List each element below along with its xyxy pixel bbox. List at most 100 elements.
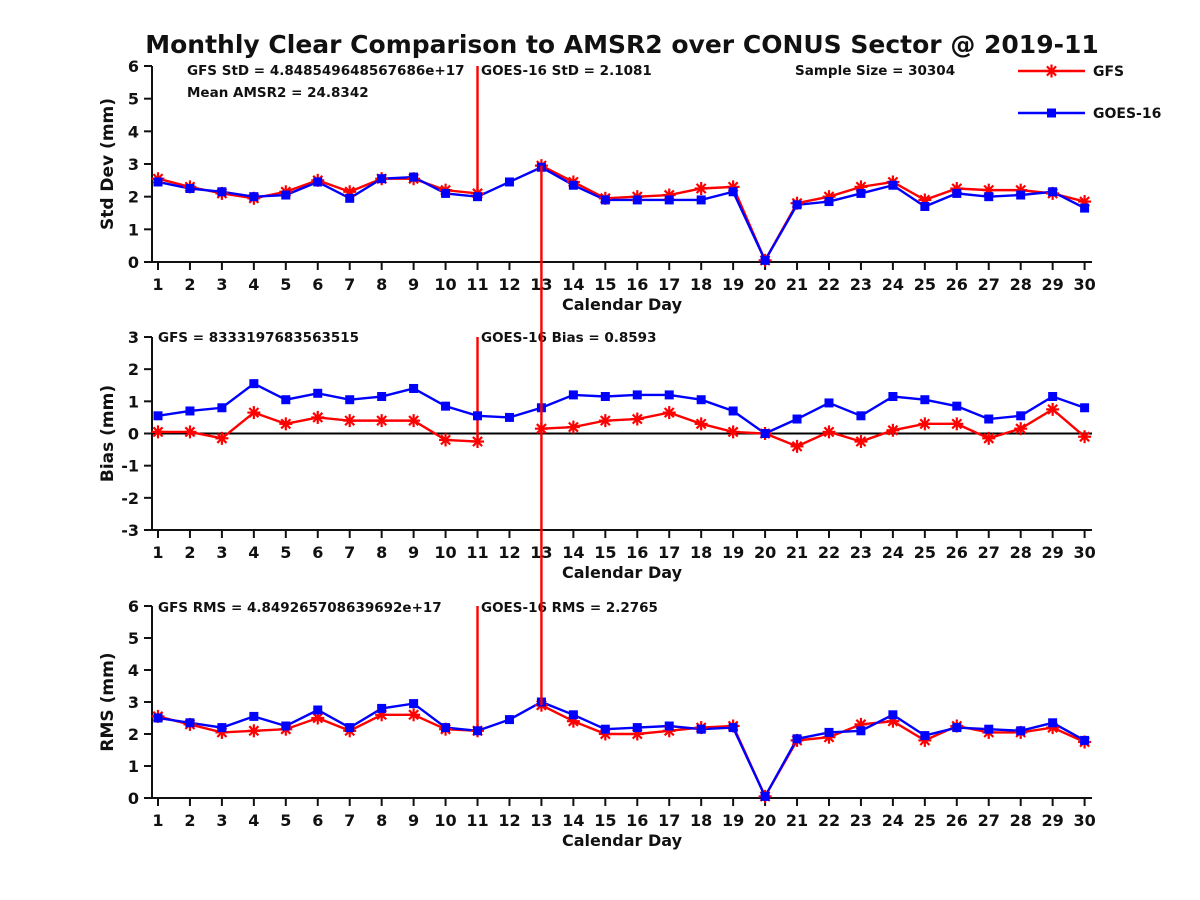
x-tick-label: 20	[754, 811, 776, 830]
x-tick-label: 27	[978, 275, 1000, 294]
gfs-marker-asterisk	[183, 425, 197, 439]
spoke	[695, 418, 707, 430]
x-tick-label: 15	[594, 543, 616, 562]
spoke	[376, 415, 388, 427]
x-tick-label: 10	[434, 275, 456, 294]
goes-16-marker-square	[792, 734, 802, 744]
spoke	[695, 183, 707, 194]
series-gfs-markers	[151, 402, 1092, 453]
goes-16-marker-square	[728, 723, 738, 733]
goes-16-marker-square	[153, 411, 163, 421]
spoke	[567, 421, 579, 433]
x-axis-label: Calendar Day	[562, 563, 683, 582]
goes-16-marker-square	[1048, 718, 1058, 728]
annotations: GFS RMS = 4.849265708639692e+17 GOES-16 R…	[158, 600, 658, 616]
spoke	[1015, 423, 1027, 435]
annotation: GOES-16 RMS = 2.2765	[481, 600, 658, 616]
series-gfs-markers	[151, 698, 1092, 803]
spoke	[408, 709, 419, 721]
spoke	[983, 432, 995, 444]
y-tick-label: -3	[121, 521, 139, 540]
y-tick-label: 3	[128, 328, 139, 347]
series-gfs-line	[158, 407, 1086, 448]
goes-16-marker-square	[504, 177, 514, 187]
goes-16-marker-square	[952, 723, 962, 733]
y-tick-label: 4	[128, 122, 139, 141]
x-tick-label: 23	[850, 811, 872, 830]
x-tick-label: 1	[152, 811, 163, 830]
x-tick-label: 11	[466, 543, 488, 562]
spoke	[1047, 403, 1059, 415]
goes-16-marker-square	[792, 414, 802, 424]
annotations: GFS = 8333197683563515 GOES-16 Bias = 0.8…	[158, 330, 656, 346]
series-goes-16-line	[157, 700, 1086, 800]
x-tick-label: 29	[1042, 811, 1064, 830]
x-tick-label: 23	[850, 543, 872, 562]
x-tick-label: 15	[594, 275, 616, 294]
gfs-marker-asterisk	[566, 420, 580, 434]
gfs-marker-asterisk	[311, 711, 325, 725]
y-tick-label: 2	[128, 188, 139, 207]
gfs-marker-asterisk	[1078, 430, 1092, 444]
spoke	[1046, 65, 1057, 77]
x-tick-label: 24	[882, 275, 904, 294]
x-tick-label: 9	[408, 811, 419, 830]
spoke	[280, 418, 292, 430]
x-tick-label: 11	[466, 275, 488, 294]
x-tick-label: 16	[626, 275, 648, 294]
y-tick-label: -1	[121, 457, 139, 476]
goes-16-marker-square	[377, 392, 387, 402]
gfs-marker-asterisk	[407, 414, 421, 428]
x-tick-label: 18	[690, 543, 712, 562]
x-tick-label: 12	[498, 543, 520, 562]
goes-16-marker-square	[185, 406, 195, 416]
x-tick-label: 16	[626, 811, 648, 830]
x-tick-label: 4	[248, 275, 259, 294]
spoke	[312, 412, 324, 423]
goes-16-marker-square	[568, 390, 578, 400]
goes-16-marker-square	[920, 395, 930, 405]
gfs-marker-asterisk	[886, 423, 900, 437]
series-gfs-line	[157, 164, 1085, 264]
spoke	[951, 418, 963, 430]
x-tick-label: 7	[344, 275, 355, 294]
y-tick-label: 3	[128, 155, 139, 174]
x-tick-label: 9	[408, 275, 419, 294]
goes-16-marker-square	[984, 414, 994, 424]
goes-16-marker-square	[568, 710, 578, 720]
spoke	[631, 413, 643, 425]
gfs-marker-asterisk	[439, 433, 453, 447]
goes-16-marker-square	[249, 379, 259, 389]
gfs-marker-asterisk	[982, 431, 996, 445]
y-axis: 0 1 2 3 4 5 6 RMS (mm)	[98, 597, 153, 808]
spoke	[440, 434, 451, 446]
x-tick-label: 28	[1010, 275, 1032, 294]
goes-16-marker-square	[185, 184, 195, 193]
x-tick-label: 5	[280, 543, 291, 562]
spoke	[791, 440, 803, 452]
goes-16-marker-square	[664, 721, 674, 731]
gfs-marker-asterisk	[151, 425, 165, 439]
gfs-marker-asterisk	[279, 417, 293, 431]
goes-16-marker-square	[856, 188, 866, 198]
x-tick-label: 20	[754, 543, 776, 562]
goes-16-marker-square	[824, 197, 834, 207]
goes-16-marker-square	[185, 718, 195, 728]
annotation: Sample Size = 30304	[795, 63, 955, 79]
x-tick-label: 27	[978, 811, 1000, 830]
series-polyline	[157, 382, 1085, 435]
x-tick-label: 6	[312, 543, 323, 562]
x-tick-label: 29	[1042, 275, 1064, 294]
gfs-marker-asterisk	[790, 439, 804, 453]
y-tick-label: 5	[128, 629, 139, 648]
gfs-marker-asterisk	[598, 414, 612, 428]
chart-title: Monthly Clear Comparison to AMSR2 over C…	[145, 30, 1099, 59]
x-tick-label: 18	[690, 275, 712, 294]
goes-16-marker-square	[249, 711, 259, 721]
goes-16-marker-square	[1016, 190, 1026, 200]
y-tick-label: 1	[128, 392, 139, 411]
